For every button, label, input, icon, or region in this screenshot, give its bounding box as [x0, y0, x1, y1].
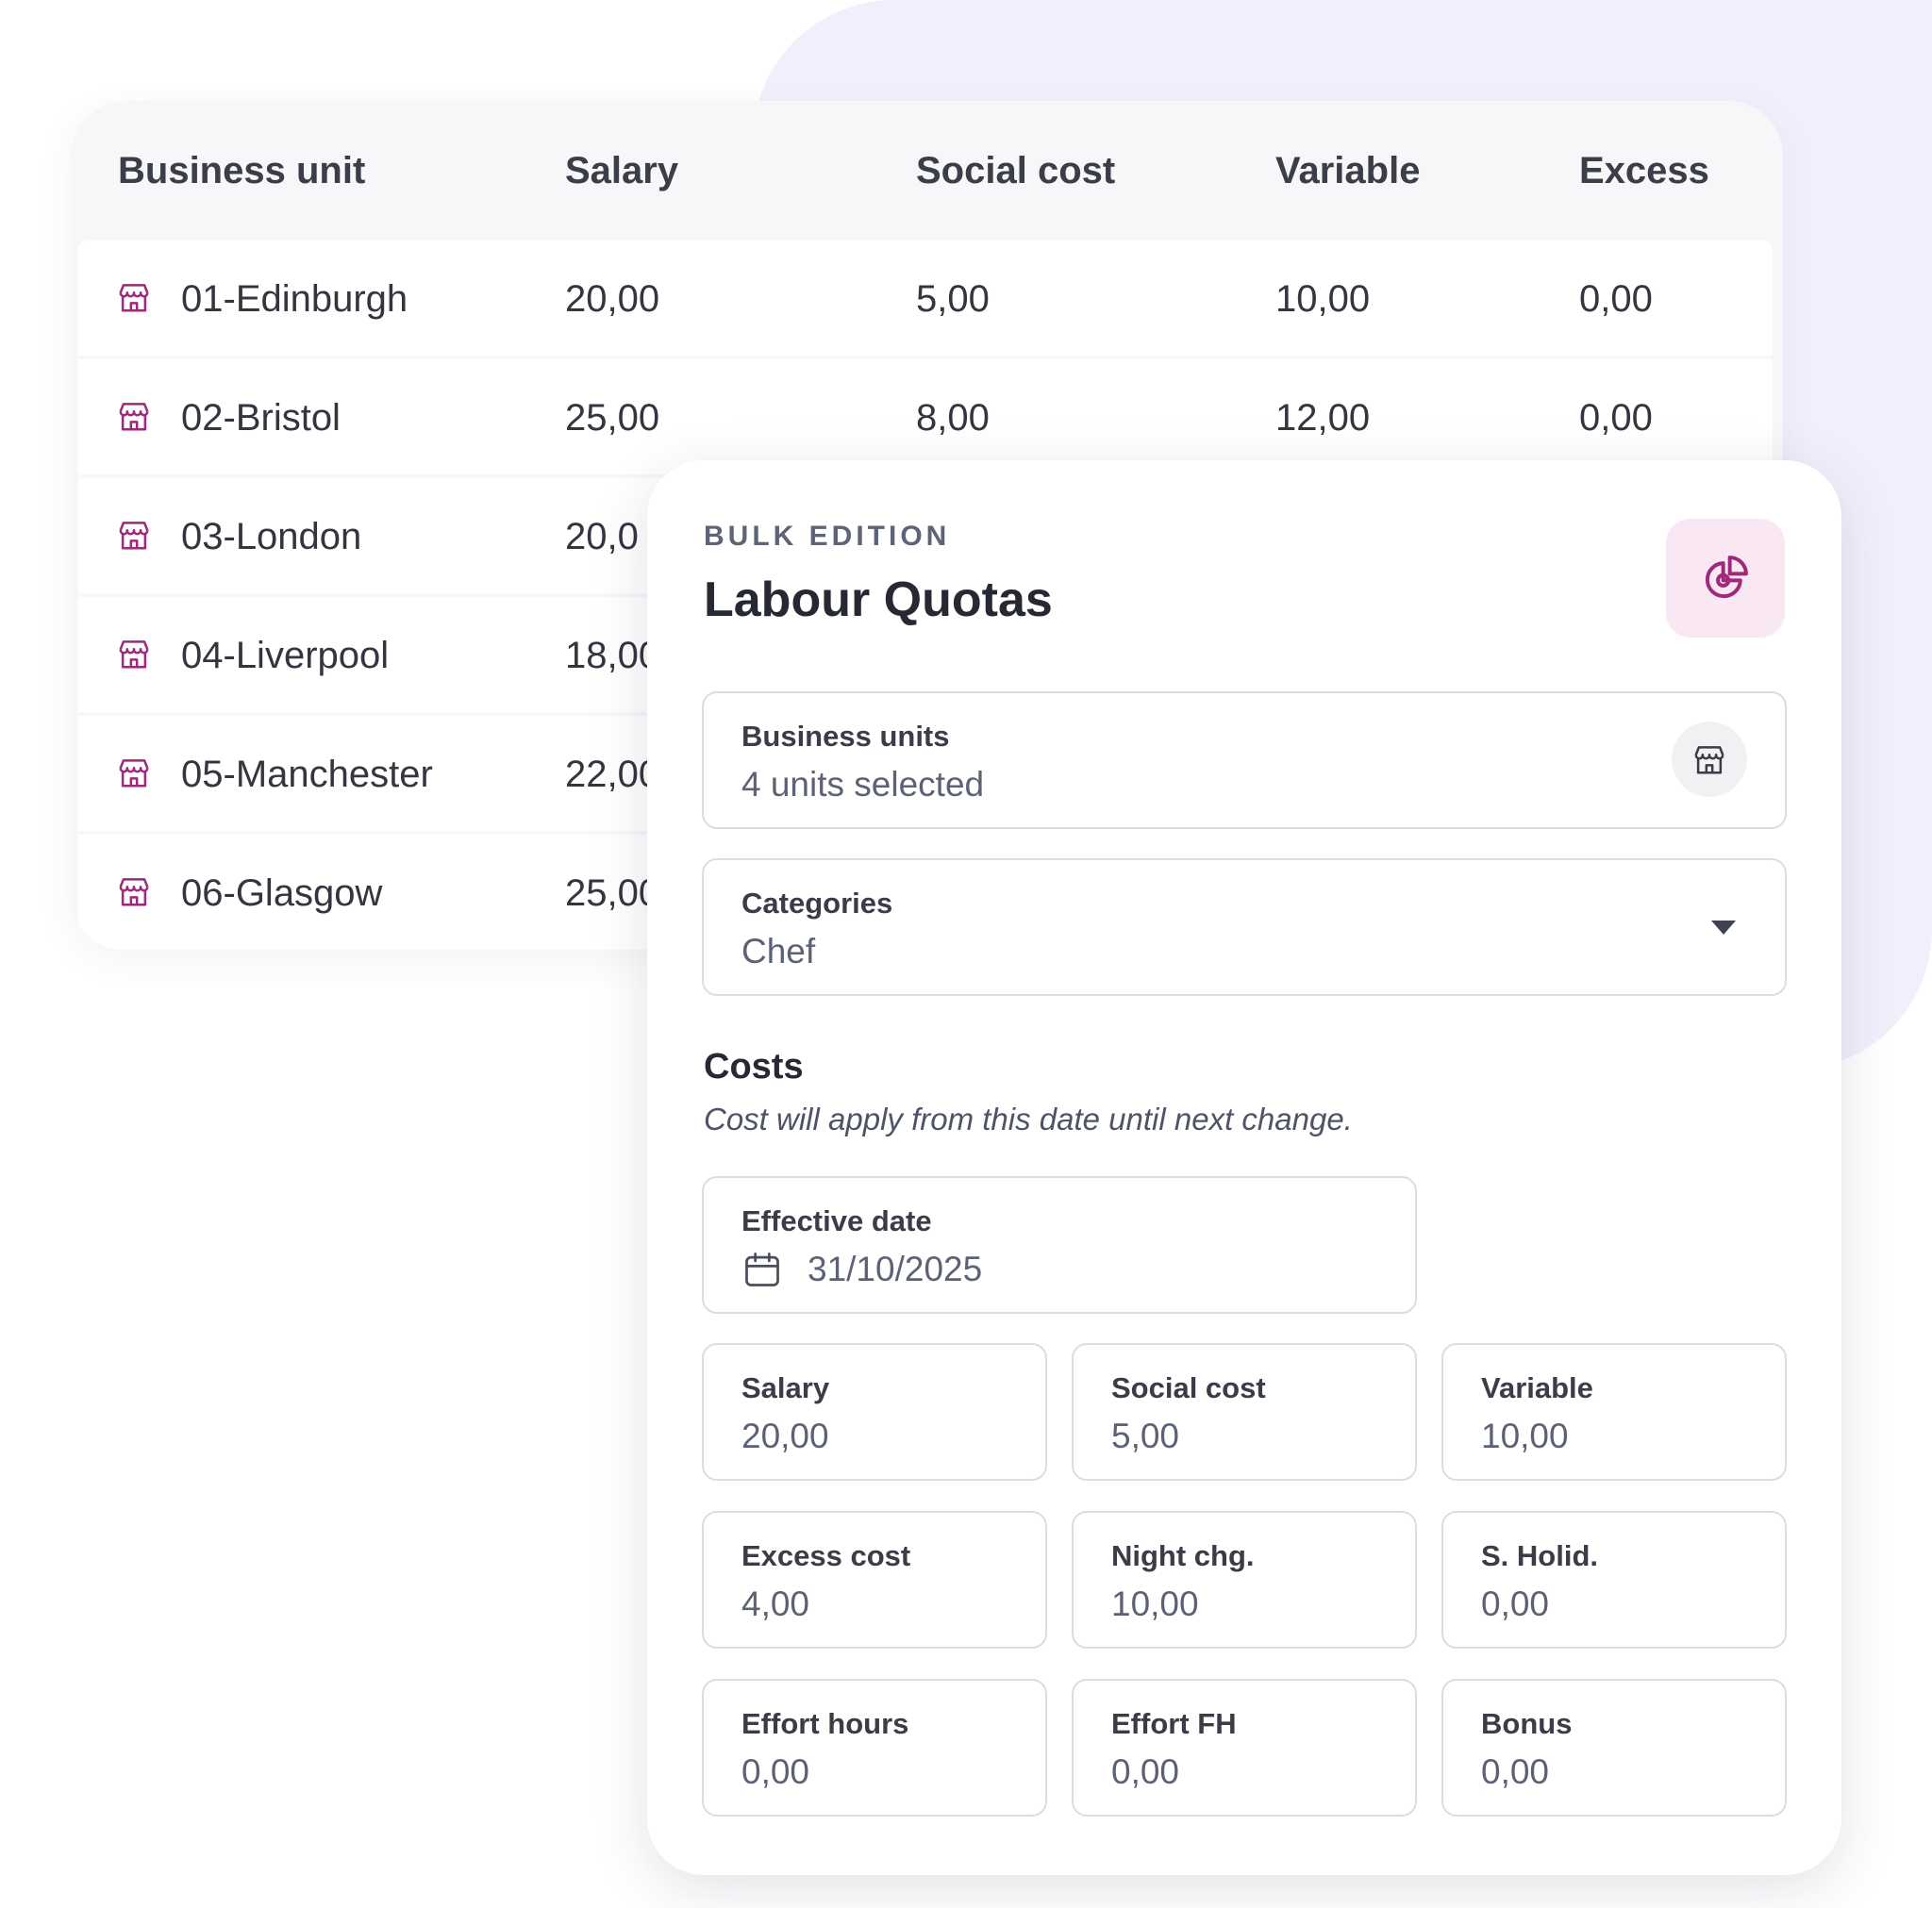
chevron-down-icon[interactable] — [1711, 921, 1736, 935]
bulk-edit-panel: BULK EDITION Labour Quotas Business unit… — [647, 460, 1841, 1875]
variable-input[interactable]: Variable 10,00 — [1441, 1343, 1787, 1481]
excess-cost-label: Excess cost — [741, 1539, 911, 1572]
social-cost-cell: 5,00 — [916, 278, 990, 320]
chart-action-button[interactable] — [1666, 519, 1785, 638]
column-header-salary[interactable]: Salary — [565, 150, 679, 191]
table-row[interactable]: 01-Edinburgh 20,00 5,00 10,00 0,00 — [78, 241, 1773, 356]
store-icon — [119, 759, 149, 788]
effective-date-field[interactable]: Effective date 31/10/2025 — [702, 1176, 1417, 1314]
column-header-variable[interactable]: Variable — [1275, 150, 1421, 191]
excess-cell: 0,00 — [1579, 278, 1653, 320]
social-cost-label: Social cost — [1111, 1371, 1266, 1404]
store-icon — [119, 403, 149, 431]
variable-cell: 10,00 — [1275, 278, 1371, 320]
select-business-units-button[interactable] — [1672, 722, 1747, 797]
excess-cell: 0,00 — [1579, 397, 1653, 439]
business-units-label: Business units — [741, 720, 950, 753]
s-holiday-value: 0,00 — [1481, 1584, 1550, 1623]
salary-cell: 25,00 — [565, 872, 660, 914]
business-units-field[interactable]: Business units 4 units selected — [702, 691, 1787, 829]
calendar-icon[interactable] — [741, 1248, 783, 1291]
store-icon — [1694, 746, 1724, 774]
salary-cell: 25,00 — [565, 397, 660, 439]
business-unit-name: 06-Glasgow — [181, 872, 383, 914]
effort-hours-input[interactable]: Effort hours 0,00 — [702, 1679, 1047, 1817]
salary-cell: 20,00 — [565, 278, 660, 320]
effort-fh-value: 0,00 — [1111, 1752, 1180, 1791]
variable-cell: 12,00 — [1275, 397, 1371, 439]
salary-cell: 18,00 — [565, 635, 660, 676]
salary-input[interactable]: Salary 20,00 — [702, 1343, 1047, 1481]
variable-label: Variable — [1481, 1371, 1593, 1404]
pie-chart-icon — [1705, 556, 1748, 599]
business-unit-name: 05-Manchester — [181, 754, 433, 795]
column-header-social-cost[interactable]: Social cost — [916, 150, 1116, 191]
business-unit-name: 02-Bristol — [181, 397, 341, 439]
store-icon — [119, 284, 149, 312]
bonus-value: 0,00 — [1481, 1752, 1550, 1791]
night-charge-input[interactable]: Night chg. 10,00 — [1072, 1511, 1417, 1649]
salary-value: 20,00 — [741, 1417, 829, 1455]
social-cost-cell: 8,00 — [916, 397, 990, 439]
business-unit-name: 04-Liverpool — [181, 635, 390, 676]
effort-fh-label: Effort FH — [1111, 1707, 1237, 1740]
panel-title: Labour Quotas — [704, 572, 1053, 627]
excess-cost-value: 4,00 — [741, 1584, 810, 1623]
s-holiday-label: S. Holid. — [1481, 1539, 1598, 1572]
table-row[interactable]: 02-Bristol 25,00 8,00 12,00 0,00 — [78, 359, 1773, 474]
social-cost-input[interactable]: Social cost 5,00 — [1072, 1343, 1417, 1481]
categories-label: Categories — [741, 887, 893, 920]
effort-fh-input[interactable]: Effort FH 0,00 — [1072, 1679, 1417, 1817]
store-icon — [119, 878, 149, 906]
categories-value: Chef — [741, 932, 816, 971]
s-holiday-input[interactable]: S. Holid. 0,00 — [1441, 1511, 1787, 1649]
variable-value: 10,00 — [1481, 1417, 1569, 1455]
store-icon — [119, 640, 149, 669]
effective-date-value: 31/10/2025 — [808, 1250, 983, 1288]
costs-subtitle: Cost will apply from this date until nex… — [704, 1102, 1353, 1137]
business-unit-name: 01-Edinburgh — [181, 278, 408, 320]
salary-cell: 22,00 — [565, 754, 660, 795]
salary-cell: 20,0 — [565, 516, 639, 557]
social-cost-value: 5,00 — [1111, 1417, 1180, 1455]
effective-date-label: Effective date — [741, 1204, 932, 1237]
costs-title: Costs — [704, 1047, 804, 1087]
bonus-input[interactable]: Bonus 0,00 — [1441, 1679, 1787, 1817]
excess-cost-input[interactable]: Excess cost 4,00 — [702, 1511, 1047, 1649]
column-header-excess[interactable]: Excess — [1579, 150, 1709, 191]
bonus-label: Bonus — [1481, 1707, 1573, 1740]
table-header: Business unit Salary Social cost Variabl… — [71, 101, 1783, 241]
column-header-business-unit[interactable]: Business unit — [118, 150, 366, 191]
effort-hours-value: 0,00 — [741, 1752, 810, 1791]
night-charge-label: Night chg. — [1111, 1539, 1255, 1572]
salary-label: Salary — [741, 1371, 830, 1404]
business-unit-name: 03-London — [181, 516, 362, 557]
panel-eyebrow: BULK EDITION — [704, 521, 951, 552]
effort-hours-label: Effort hours — [741, 1707, 909, 1740]
store-icon — [119, 522, 149, 550]
business-units-value: 4 units selected — [741, 765, 985, 804]
night-charge-value: 10,00 — [1111, 1584, 1199, 1623]
categories-select[interactable]: Categories Chef — [702, 858, 1787, 996]
